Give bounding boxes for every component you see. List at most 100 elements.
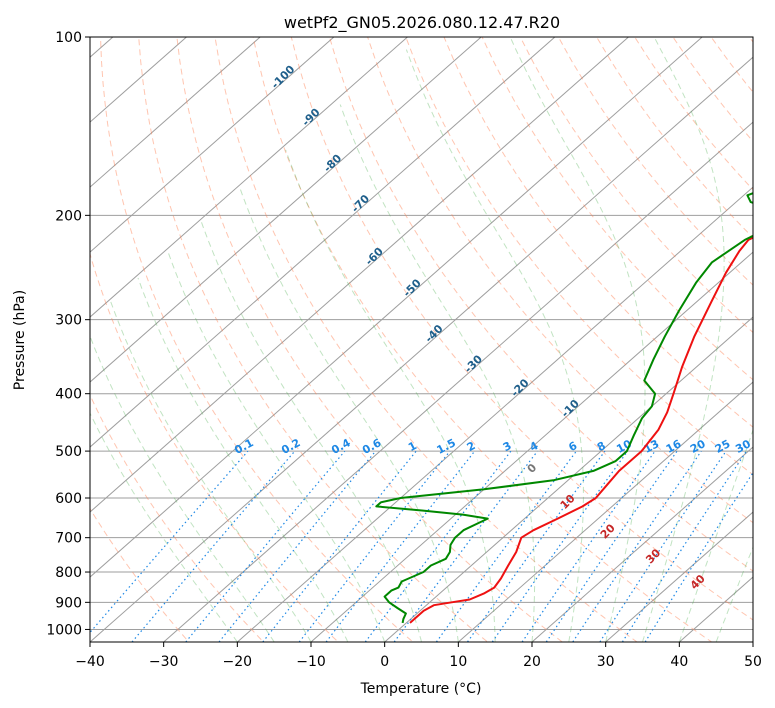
mixing-ratio-line: [298, 450, 451, 642]
moist-adiabat-line: [285, 149, 496, 642]
moist-adiabat-line: [90, 334, 275, 642]
dry-adiabat-line: [138, 37, 489, 642]
mixing-ratio-line: [621, 450, 747, 642]
mixing-ratio-line: [364, 450, 512, 642]
moist-adiabat-line: [110, 301, 312, 642]
mixing-ratio-label: 10: [614, 437, 634, 456]
y-tick-label: 900: [55, 595, 82, 611]
isotherm-line: [604, 511, 753, 642]
y-tick-label: 600: [55, 491, 82, 507]
moist-adiabat-line: [239, 188, 459, 642]
isotherm-line: [90, 37, 335, 253]
moist-adiabat-line: [509, 37, 646, 642]
mixing-ratio-line: [467, 450, 606, 642]
dry-adiabat-line: [481, 37, 753, 381]
moist-adiabat-line: [405, 49, 584, 642]
isotherm-line: [90, 37, 630, 513]
isotherm-line: [162, 121, 753, 642]
isotherm-line: [383, 316, 753, 642]
isotherm-line: [531, 446, 753, 642]
moist-adiabat-label: 10: [558, 492, 578, 512]
dry-adiabat-line: [214, 37, 638, 642]
dry-adiabat-label: -90: [299, 106, 322, 129]
mixing-ratio-label: 3: [501, 439, 514, 454]
dry-adiabat-label: -50: [401, 276, 424, 299]
dry-adiabat-line: [90, 394, 265, 642]
mixing-ratio-line: [325, 450, 476, 642]
dry-adiabat-line: [767, 10, 775, 654]
dry-adiabat-line: [405, 37, 753, 476]
dry-adiabat-line: [290, 37, 753, 621]
x-tick-label: 40: [670, 654, 688, 670]
dry-adiabat-label: -20: [508, 376, 531, 399]
y-tick-label: 1000: [46, 622, 82, 638]
y-tick-label: 500: [55, 444, 82, 460]
dry-adiabat-label: -70: [349, 192, 372, 215]
mixing-ratio-label: 0.6: [360, 436, 384, 457]
isotherm-line: [90, 37, 188, 123]
dry-adiabat-label: -60: [363, 245, 386, 268]
dry-adiabat-line: [443, 37, 753, 428]
x-axis-title: Temperature (°C): [360, 681, 482, 697]
x-axis: −40 −30 −20 −10 0 10 20 30 40 50: [75, 642, 762, 670]
mixing-ratio-line: [185, 450, 346, 642]
isotherm-line: [310, 251, 753, 642]
x-tick-label: 30: [597, 654, 615, 670]
dry-adiabat-label: -30: [462, 352, 485, 375]
dry-adiabat-line: [596, 37, 753, 239]
isotherm-line: [236, 186, 753, 642]
mixing-ratio-label: 20: [688, 437, 708, 456]
mixing-ratio-label: 30: [733, 437, 753, 456]
moist-adiabat-label: 0: [525, 461, 540, 476]
moist-adiabat-line: [642, 37, 725, 642]
dry-adiabat-label: -80: [321, 152, 344, 175]
x-tick-label: 0: [380, 654, 389, 670]
y-tick-label: 700: [55, 531, 82, 547]
isotherm-line: [90, 37, 409, 318]
mixing-ratio-line: [572, 450, 702, 642]
mixing-ratio-line: [521, 450, 656, 642]
mixing-ratio-line: [262, 450, 417, 642]
isotherm-line: [752, 641, 753, 642]
plot-area: 0.1 0.2 0.4 0.6 1 1.5 2 3 4 6 8 10 13 16 20 25 30 36-100-…: [0, 10, 775, 654]
mixing-ratio-label: 0.2: [279, 436, 302, 457]
plot-frame: [89, 36, 754, 643]
dry-adiabat-line: [672, 37, 753, 143]
isotherm-line: [0, 10, 70, 654]
mixing-ratio-line: [599, 450, 727, 642]
mixing-ratio-label: 6: [566, 439, 579, 454]
moist-adiabat-line: [678, 428, 753, 642]
dry-adiabat-line: [328, 37, 753, 572]
mixing-ratio-label: 13: [642, 437, 662, 456]
y-tick-label: 200: [55, 208, 82, 224]
isotherm-line: [90, 37, 556, 448]
y-axis-title: Pressure (hPa): [12, 290, 28, 390]
y-tick-label: 300: [55, 313, 82, 329]
y-tick-label: 400: [55, 387, 82, 403]
mixing-ratio-line: [644, 471, 753, 642]
mixing-ratio-line: [491, 450, 629, 642]
dry-adiabat-line: [367, 37, 753, 524]
isotherm-line: [457, 381, 753, 642]
mixing-ratio-label: 36: [754, 437, 774, 456]
isotherm-line: [90, 37, 703, 578]
mixing-ratio-line: [545, 450, 678, 642]
mixing-ratio-label: 2: [465, 439, 478, 454]
x-tick-label: −40: [75, 654, 105, 670]
mixing-ratio-line: [131, 450, 296, 642]
mixing-ratio-label: 16: [664, 437, 684, 456]
x-tick-label: 50: [744, 654, 762, 670]
x-tick-label: −30: [149, 654, 179, 670]
mixing-ratio-line: [218, 450, 377, 642]
moist-adiabat-line: [137, 277, 349, 642]
chart-title: wetPf2_GN05.2026.080.12.47.R20: [284, 13, 560, 33]
dry-adiabat-line: [176, 37, 564, 642]
mixing-ratio-label: 0.1: [232, 436, 255, 457]
mixing-ratio-label: 0.4: [329, 436, 353, 457]
mixing-ratio-line: [393, 450, 538, 642]
x-tick-label: 20: [523, 654, 541, 670]
mixing-ratio-label: 1.5: [435, 436, 458, 457]
moist-adiabat-line: [339, 104, 536, 642]
moist-adiabat-label: 20: [598, 521, 618, 541]
mixing-ratio-label: 25: [713, 437, 733, 456]
